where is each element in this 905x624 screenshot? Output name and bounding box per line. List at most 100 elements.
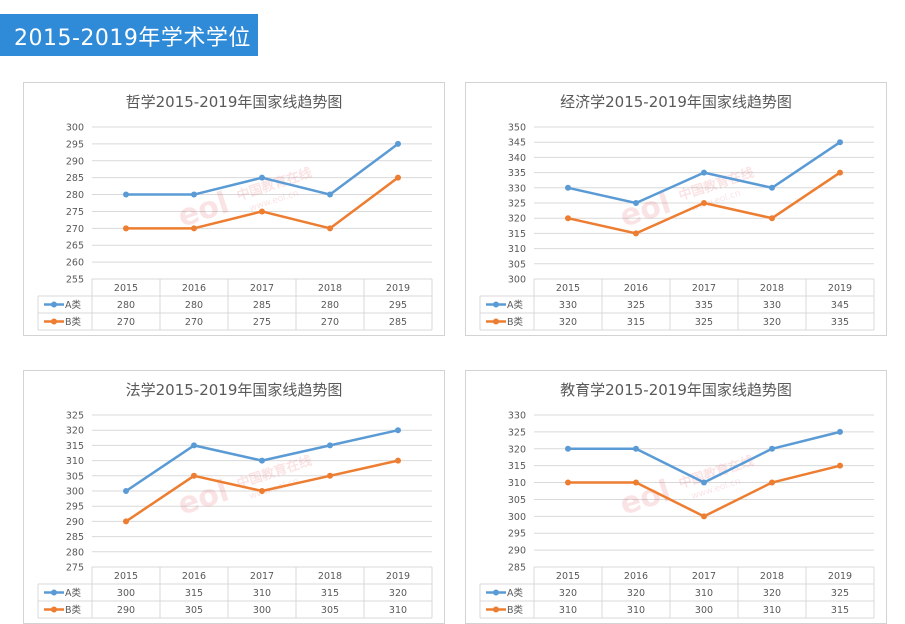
data-point <box>123 488 129 494</box>
data-point <box>769 215 775 222</box>
table-value: 300 <box>117 588 135 599</box>
y-tick-label: 285 <box>66 532 84 543</box>
data-table: 2015 2016 2017 2018 2019 A类 300 315 310 315 320 B类 2… <box>37 566 433 619</box>
y-tick-label: 335 <box>508 168 526 179</box>
y-tick-label: 295 <box>66 502 84 513</box>
legend-swatch-marker <box>51 318 57 325</box>
y-tick-label: 320 <box>508 444 526 455</box>
table-value: 270 <box>185 317 203 328</box>
data-point <box>633 445 639 452</box>
y-tick-label: 285 <box>508 563 526 574</box>
x-tick-label: 2016 <box>624 571 648 582</box>
table-value: 310 <box>695 588 713 599</box>
data-point <box>395 174 401 181</box>
table-value: 300 <box>695 605 713 616</box>
x-tick-label: 2018 <box>760 283 784 294</box>
chart-panel-philosophy: 哲学2015-2019年国家线趋势图 300 295 290 285 280 275 270 2… <box>23 82 445 336</box>
data-point <box>565 215 571 222</box>
y-tick-label: 325 <box>508 199 526 210</box>
y-tick-label: 325 <box>66 411 84 422</box>
y-tick-label: 340 <box>508 153 526 164</box>
data-point <box>837 428 843 435</box>
legend-label: A类 <box>507 587 523 599</box>
legend-label: A类 <box>507 299 523 311</box>
data-point <box>259 208 265 215</box>
table-value: 310 <box>627 605 645 616</box>
y-tick-label: 280 <box>66 190 84 201</box>
data-point <box>565 445 571 452</box>
data-point <box>259 457 265 464</box>
data-point <box>123 191 129 198</box>
y-tick-label: 305 <box>66 471 84 482</box>
table-value: 325 <box>627 300 645 311</box>
table-value: 270 <box>117 317 135 328</box>
legend-swatch-marker <box>493 589 499 596</box>
data-point <box>395 457 401 464</box>
data-table: 2015 2016 2017 2018 2019 A类 330 325 335 330 345 B类 3… <box>479 278 875 331</box>
data-point <box>837 169 843 176</box>
data-point <box>701 513 707 520</box>
chart-title: 教育学2015-2019年国家线趋势图 <box>560 381 792 399</box>
data-table: 2015 2016 2017 2018 2019 A类 280 280 285 280 295 B类 2… <box>37 278 433 331</box>
table-value: 310 <box>559 605 577 616</box>
table-value: 305 <box>185 605 203 616</box>
chart-economics: 经济学2015-2019年国家线趋势图 350 345 340 335 330 325 320… <box>479 93 875 331</box>
data-point <box>395 427 401 434</box>
y-tick-label: 315 <box>508 229 526 240</box>
x-tick-label: 2015 <box>114 571 138 582</box>
legend-swatch-marker <box>51 301 57 308</box>
legend-swatch-marker <box>493 606 499 613</box>
table-value: 320 <box>627 588 645 599</box>
data-point <box>327 472 333 479</box>
y-tick-label: 300 <box>66 487 84 498</box>
x-tick-label: 2018 <box>760 571 784 582</box>
x-tick-label: 2015 <box>114 283 138 294</box>
table-value: 285 <box>389 317 407 328</box>
x-tick-label: 2019 <box>828 571 852 582</box>
chart-education: 教育学2015-2019年国家线趋势图 330 325 320 315 310 305 300… <box>479 381 875 619</box>
data-point <box>633 230 639 237</box>
data-point <box>327 191 333 198</box>
chart-philosophy: 哲学2015-2019年国家线趋势图3002952902852802752702… <box>37 93 433 331</box>
y-tick-label: 350 <box>508 123 526 134</box>
x-tick-label: 2015 <box>556 571 580 582</box>
data-point <box>633 200 639 206</box>
legend-label: B类 <box>65 604 82 616</box>
x-tick-label: 2017 <box>692 283 716 294</box>
legend-label: B类 <box>507 604 524 616</box>
table-value: 280 <box>321 300 339 311</box>
y-tick-label: 270 <box>66 224 84 235</box>
y-tick-label: 310 <box>66 456 84 467</box>
y-tick-label: 305 <box>508 259 526 270</box>
section-title: 2015-2019年学术学位 <box>14 26 251 51</box>
watermark-logo: eol <box>616 185 676 234</box>
y-tick-label: 330 <box>508 411 526 422</box>
data-point <box>701 479 707 486</box>
table-value: 295 <box>389 300 407 311</box>
data-point <box>191 191 197 198</box>
table-value: 320 <box>389 588 407 599</box>
x-tick-label: 2016 <box>624 283 648 294</box>
table-value: 345 <box>831 300 849 311</box>
table-value: 275 <box>253 317 271 328</box>
table-value: 290 <box>117 605 135 616</box>
legend-swatch-marker <box>493 301 499 308</box>
x-tick-label: 2017 <box>692 571 716 582</box>
table-value: 320 <box>763 317 781 328</box>
table-value: 330 <box>559 300 577 311</box>
legend-swatch-marker <box>51 589 57 596</box>
y-tick-label: 255 <box>66 275 84 286</box>
chart-panel-education: 教育学2015-2019年国家线趋势图 330 325 320 315 310 305 300… <box>465 370 887 624</box>
data-point <box>837 139 843 146</box>
table-value: 280 <box>185 300 203 311</box>
x-tick-label: 2017 <box>250 571 274 582</box>
data-point <box>395 140 401 147</box>
y-tick-label: 265 <box>66 241 84 252</box>
table-value: 335 <box>831 317 849 328</box>
y-tick-label: 310 <box>508 244 526 255</box>
data-point <box>769 479 775 486</box>
y-tick-label: 320 <box>66 426 84 437</box>
table-value: 315 <box>627 317 645 328</box>
table-value: 315 <box>321 588 339 599</box>
y-tick-label: 260 <box>66 258 84 269</box>
